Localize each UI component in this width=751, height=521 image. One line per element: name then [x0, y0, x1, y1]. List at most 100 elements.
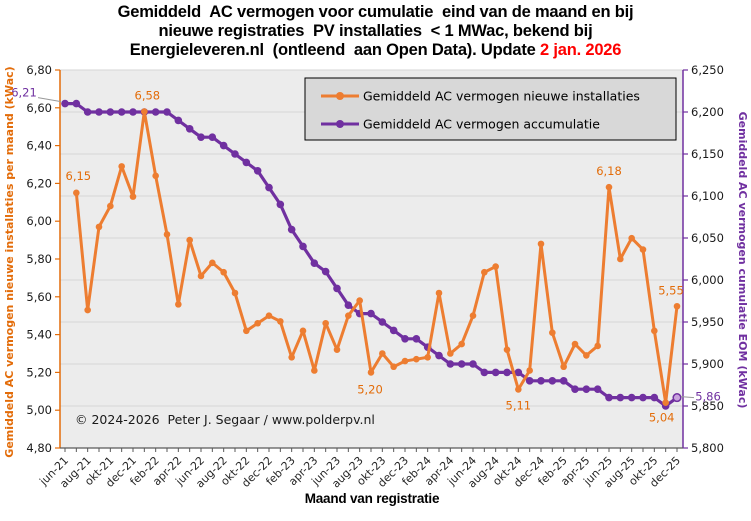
new-installs-data-point [277, 318, 284, 325]
new-installs-data-point [639, 246, 647, 253]
right-axis-tick-label: 6,050 [691, 231, 724, 245]
data-label: 5,86 [695, 390, 721, 404]
left-axis-tick-label: 6,40 [26, 139, 52, 153]
accumulation-data-point [265, 183, 273, 192]
data-label: 5,20 [357, 382, 383, 396]
data-label: 6,21 [11, 86, 37, 100]
new-installs-data-point [118, 163, 125, 170]
accumulation-data-point [219, 141, 228, 150]
data-label: 5,55 [658, 283, 684, 297]
left-axis-tick-label: 6,20 [26, 176, 52, 190]
accumulation-data-point [242, 158, 251, 167]
left-axis-tick-label: 5,40 [26, 328, 52, 342]
accumulation-data-point [571, 385, 579, 394]
legend: Gemiddeld AC vermogen nieuwe installatie… [304, 77, 677, 141]
data-label: 5,04 [649, 411, 675, 425]
right-axis-tick-label: 5,800 [691, 441, 724, 455]
new-installs-data-point [333, 346, 341, 354]
new-installs-data-point [673, 302, 681, 310]
chart-title-line-3-text: Energieleveren.nl (ontleend aan Open Dat… [129, 41, 540, 59]
copyright-text: © 2024-2026 Peter J. Segaar / www.polder… [75, 412, 375, 427]
data-label: 6,15 [66, 169, 92, 183]
accumulation-data-point [627, 393, 636, 402]
new-installs-data-point [265, 312, 273, 320]
new-installs-data-point [129, 193, 137, 200]
series-layer [61, 99, 682, 410]
accumulation-data-point [106, 108, 115, 116]
accumulation-data-point [435, 351, 443, 360]
accumulation-data-point [514, 368, 523, 377]
data-label: 5,11 [506, 398, 532, 412]
chart-title: Gemiddeld AC vermogen voor cumulatie ein… [0, 3, 751, 60]
new-installs-data-point [163, 231, 171, 238]
new-installs-data-point [662, 399, 669, 406]
accumulation-data-point [639, 393, 647, 402]
accumulation-data-point [333, 284, 341, 293]
accumulation-data-point [163, 108, 171, 116]
left-axis-tick-label: 6,00 [26, 214, 52, 228]
accumulation-data-point [72, 99, 81, 108]
accumulation-data-point [582, 385, 591, 394]
right-axis-tick-label: 5,950 [691, 315, 724, 329]
new-installs-data-point [107, 202, 114, 210]
right-axis-tick-label: 6,200 [691, 105, 724, 119]
accumulation-data-point [321, 267, 330, 276]
new-installs-data-point [356, 297, 363, 304]
new-installs-data-point [197, 272, 205, 280]
accumulation-data-point [616, 393, 625, 402]
new-installs-data-point [209, 259, 216, 267]
legend-marker-accumulation-icon [336, 120, 344, 128]
accumulation-data-point [593, 385, 602, 394]
accumulation-data-point [548, 377, 557, 385]
accumulation-data-point [299, 242, 307, 251]
accumulation-data-point [151, 108, 160, 116]
new-installs-data-point [254, 319, 261, 327]
new-installs-data-point [435, 289, 443, 297]
new-installs-data-point [322, 319, 329, 327]
accumulation-data-point [197, 133, 205, 141]
accumulation-data-point [650, 393, 659, 402]
accumulation-data-point [672, 393, 682, 403]
annotations-layer: 6,21 6,15 6,58 5,20 5,11 6,18 5,55 5,04 5,86 [11, 86, 721, 425]
new-installs-data-point [571, 340, 579, 348]
left-axis-tick-label: 6,60 [26, 101, 52, 115]
accumulation-data-point [503, 368, 511, 377]
accumulation-data-point [208, 133, 217, 141]
accumulation-data-point [231, 150, 239, 158]
accumulation-data-point [389, 326, 398, 335]
update-date: 2 jan. 2026 [539, 41, 622, 59]
new-installs-data-point [458, 340, 465, 348]
new-installs-data-point [401, 357, 409, 365]
new-installs-data-point [424, 353, 431, 361]
left-axis-tick-label: 5,60 [26, 290, 52, 304]
accumulation-data-point [276, 200, 285, 209]
new-installs-data-point [379, 350, 386, 357]
right-axis-title: Gemiddeld AC vermogen cumulatie EOM (kWa… [736, 112, 749, 409]
accumulation-data-point [83, 108, 92, 116]
new-installs-data-point [186, 236, 193, 244]
accumulation-data-point [378, 318, 387, 326]
new-installs-data-point [537, 240, 545, 248]
chart-title-line-3: Energieleveren.nl (ontleend aan Open Dat… [0, 41, 751, 60]
left-axis-tick-label: 5,20 [26, 365, 52, 379]
accumulation-data-point [412, 335, 421, 343]
accumulation-data-point [367, 309, 375, 318]
accumulation-data-point [117, 108, 126, 116]
new-installs-data-point [231, 289, 239, 297]
accumulation-data-point [310, 259, 319, 268]
right-axis-tick-label: 5,900 [691, 357, 724, 371]
right-axis-tick-label: 6,000 [691, 273, 724, 287]
right-axis-tick-label: 5,850 [691, 399, 724, 413]
new-installs-data-point [651, 327, 658, 335]
x-axis-title: Maand van registratie [305, 491, 440, 506]
legend-box [304, 77, 677, 141]
accumulation-data-point [457, 360, 466, 368]
new-installs-data-point [526, 367, 533, 374]
accumulation-data-point [253, 167, 262, 175]
right-axis-tick-label: 6,150 [691, 147, 724, 161]
new-installs-data-point [367, 369, 375, 376]
new-installs-data-point [243, 327, 250, 335]
accumulation-data-point [174, 116, 183, 125]
